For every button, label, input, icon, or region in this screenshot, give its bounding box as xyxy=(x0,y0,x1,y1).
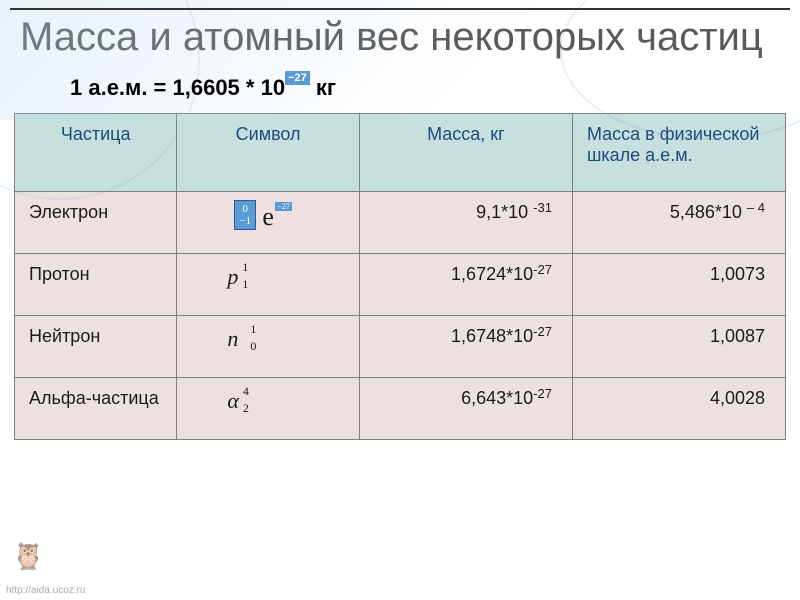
mass-kg-exp: -27 xyxy=(533,386,552,401)
mass-amu-base: 5,486*10 xyxy=(670,202,747,222)
electron-box-bot: −1 xyxy=(239,215,251,227)
table-row: Нейтрон n 1 0 1,6748*10-27 1,0087 xyxy=(15,316,786,378)
mass-amu-base: 1,0073 xyxy=(710,264,765,284)
cell-mass-kg: 1,6748*10-27 xyxy=(359,316,572,378)
electron-symbol: 0 −1 e −27 xyxy=(262,202,274,232)
mass-kg-exp: -27 xyxy=(533,324,552,339)
amu-formula: 1 а.е.м. = 1,6605 * 10−27 кг xyxy=(0,69,800,113)
neutron-symbol: n 1 0 xyxy=(227,326,238,352)
mass-amu-base: 4,0028 xyxy=(710,388,765,408)
symbol-sub: 1 xyxy=(242,277,248,292)
alpha-symbol: α 4 2 xyxy=(227,388,239,414)
mass-kg-base: 1,6724*10 xyxy=(451,264,533,284)
header-mass-amu: Масса в физической шкале а.е.м. xyxy=(572,114,785,192)
mass-kg-base: 1,6748*10 xyxy=(451,326,533,346)
particle-table: Частица Символ Масса, кг Масса в физичес… xyxy=(14,113,786,440)
mass-kg-base: 6,643*10 xyxy=(461,388,533,408)
cell-particle: Электрон xyxy=(15,192,177,254)
proton-symbol: p 1 1 xyxy=(227,264,238,290)
mass-amu-base: 1,0087 xyxy=(710,326,765,346)
header-particle: Частица xyxy=(15,114,177,192)
formula-suffix: кг xyxy=(310,75,336,100)
header-mass-kg: Масса, кг xyxy=(359,114,572,192)
cell-symbol: 0 −1 e −27 xyxy=(177,192,360,254)
formula-exponent-box: −27 xyxy=(285,71,310,85)
mass-kg-exp: -27 xyxy=(533,262,552,277)
cell-particle: Протон xyxy=(15,254,177,316)
symbol-sup: 4 xyxy=(243,384,249,399)
owl-icon: 🦉 xyxy=(12,541,44,572)
electron-charge-box: 0 −1 xyxy=(234,200,256,230)
cell-mass-amu: 1,0087 xyxy=(572,316,785,378)
electron-tiny-exp: −27 xyxy=(275,202,292,211)
cell-symbol: α 4 2 xyxy=(177,378,360,440)
table-header-row: Частица Символ Масса, кг Масса в физичес… xyxy=(15,114,786,192)
symbol-letter: α xyxy=(227,388,239,413)
electron-box-top: 0 xyxy=(242,203,248,215)
cell-mass-kg: 1,6724*10-27 xyxy=(359,254,572,316)
table-row: Электрон 0 −1 e −27 9,1*10 -31 5,486*10 … xyxy=(15,192,786,254)
mass-kg-exp: -31 xyxy=(533,200,552,215)
mass-kg-base: 9,1*10 xyxy=(476,202,533,222)
symbol-sub: 2 xyxy=(243,401,249,416)
title-divider-line xyxy=(10,8,790,10)
table-row: Протон p 1 1 1,6724*10-27 1,0073 xyxy=(15,254,786,316)
cell-particle: Альфа-частица xyxy=(15,378,177,440)
formula-prefix: 1 а.е.м. = 1,6605 * 10 xyxy=(70,75,285,100)
symbol-letter: p xyxy=(227,264,238,289)
header-symbol: Символ xyxy=(177,114,360,192)
cell-mass-amu: 1,0073 xyxy=(572,254,785,316)
electron-letter: e xyxy=(262,202,274,231)
cell-mass-amu: 5,486*10 – 4 xyxy=(572,192,785,254)
footer-url: http://aida.ucoz.ru xyxy=(6,585,86,596)
symbol-letter: n xyxy=(227,326,238,351)
cell-mass-amu: 4,0028 xyxy=(572,378,785,440)
cell-symbol: n 1 0 xyxy=(177,316,360,378)
cell-particle: Нейтрон xyxy=(15,316,177,378)
table-row: Альфа-частица α 4 2 6,643*10-27 4,0028 xyxy=(15,378,786,440)
symbol-sub: 0 xyxy=(250,339,256,354)
cell-mass-kg: 6,643*10-27 xyxy=(359,378,572,440)
mass-amu-exp: – 4 xyxy=(747,200,765,215)
page-title: Масса и атомный вес некоторых частиц xyxy=(0,0,800,69)
symbol-sup: 1 xyxy=(242,260,248,275)
symbol-sup: 1 xyxy=(250,322,256,337)
cell-mass-kg: 9,1*10 -31 xyxy=(359,192,572,254)
cell-symbol: p 1 1 xyxy=(177,254,360,316)
